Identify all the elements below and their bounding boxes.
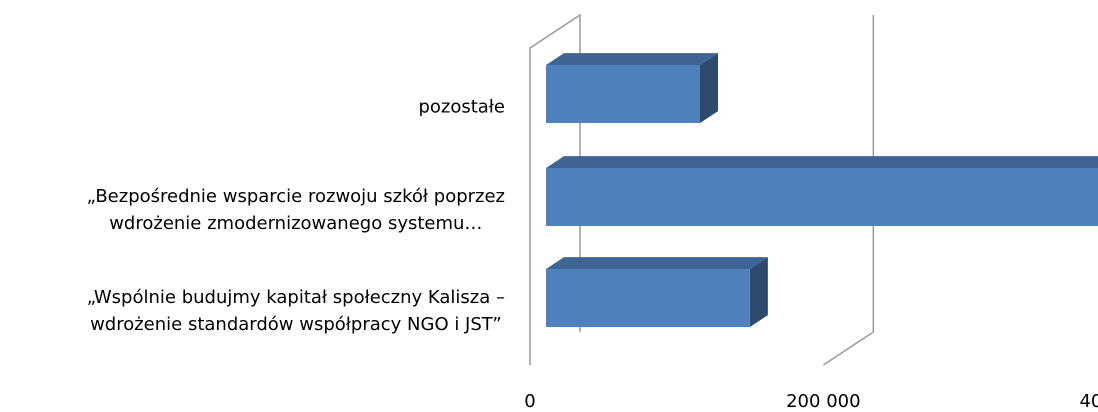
y-tick-label: pozostałe [418, 96, 505, 118]
bar-front [546, 269, 750, 327]
bar-front [546, 65, 700, 123]
x-tick-label: 200 000 [786, 391, 860, 412]
bar-top [546, 257, 768, 269]
y-tick-label: „Wspólnie budujmy kapitał społeczny Kali… [86, 287, 505, 335]
bar [546, 156, 1098, 226]
bar-side [749, 257, 768, 327]
bar-top [546, 156, 1098, 168]
bar [546, 257, 768, 327]
y-tick-label: „Bezpośrednie wsparcie rozwoju szkół pop… [86, 186, 505, 234]
x-tick-label: 0 [524, 391, 535, 412]
x-tick-label: 400 000 [1079, 391, 1098, 412]
bar-top [546, 53, 718, 65]
grid-line [822, 15, 875, 366]
bar-side [700, 53, 718, 124]
bar [546, 53, 718, 124]
bar-front [546, 168, 1098, 226]
